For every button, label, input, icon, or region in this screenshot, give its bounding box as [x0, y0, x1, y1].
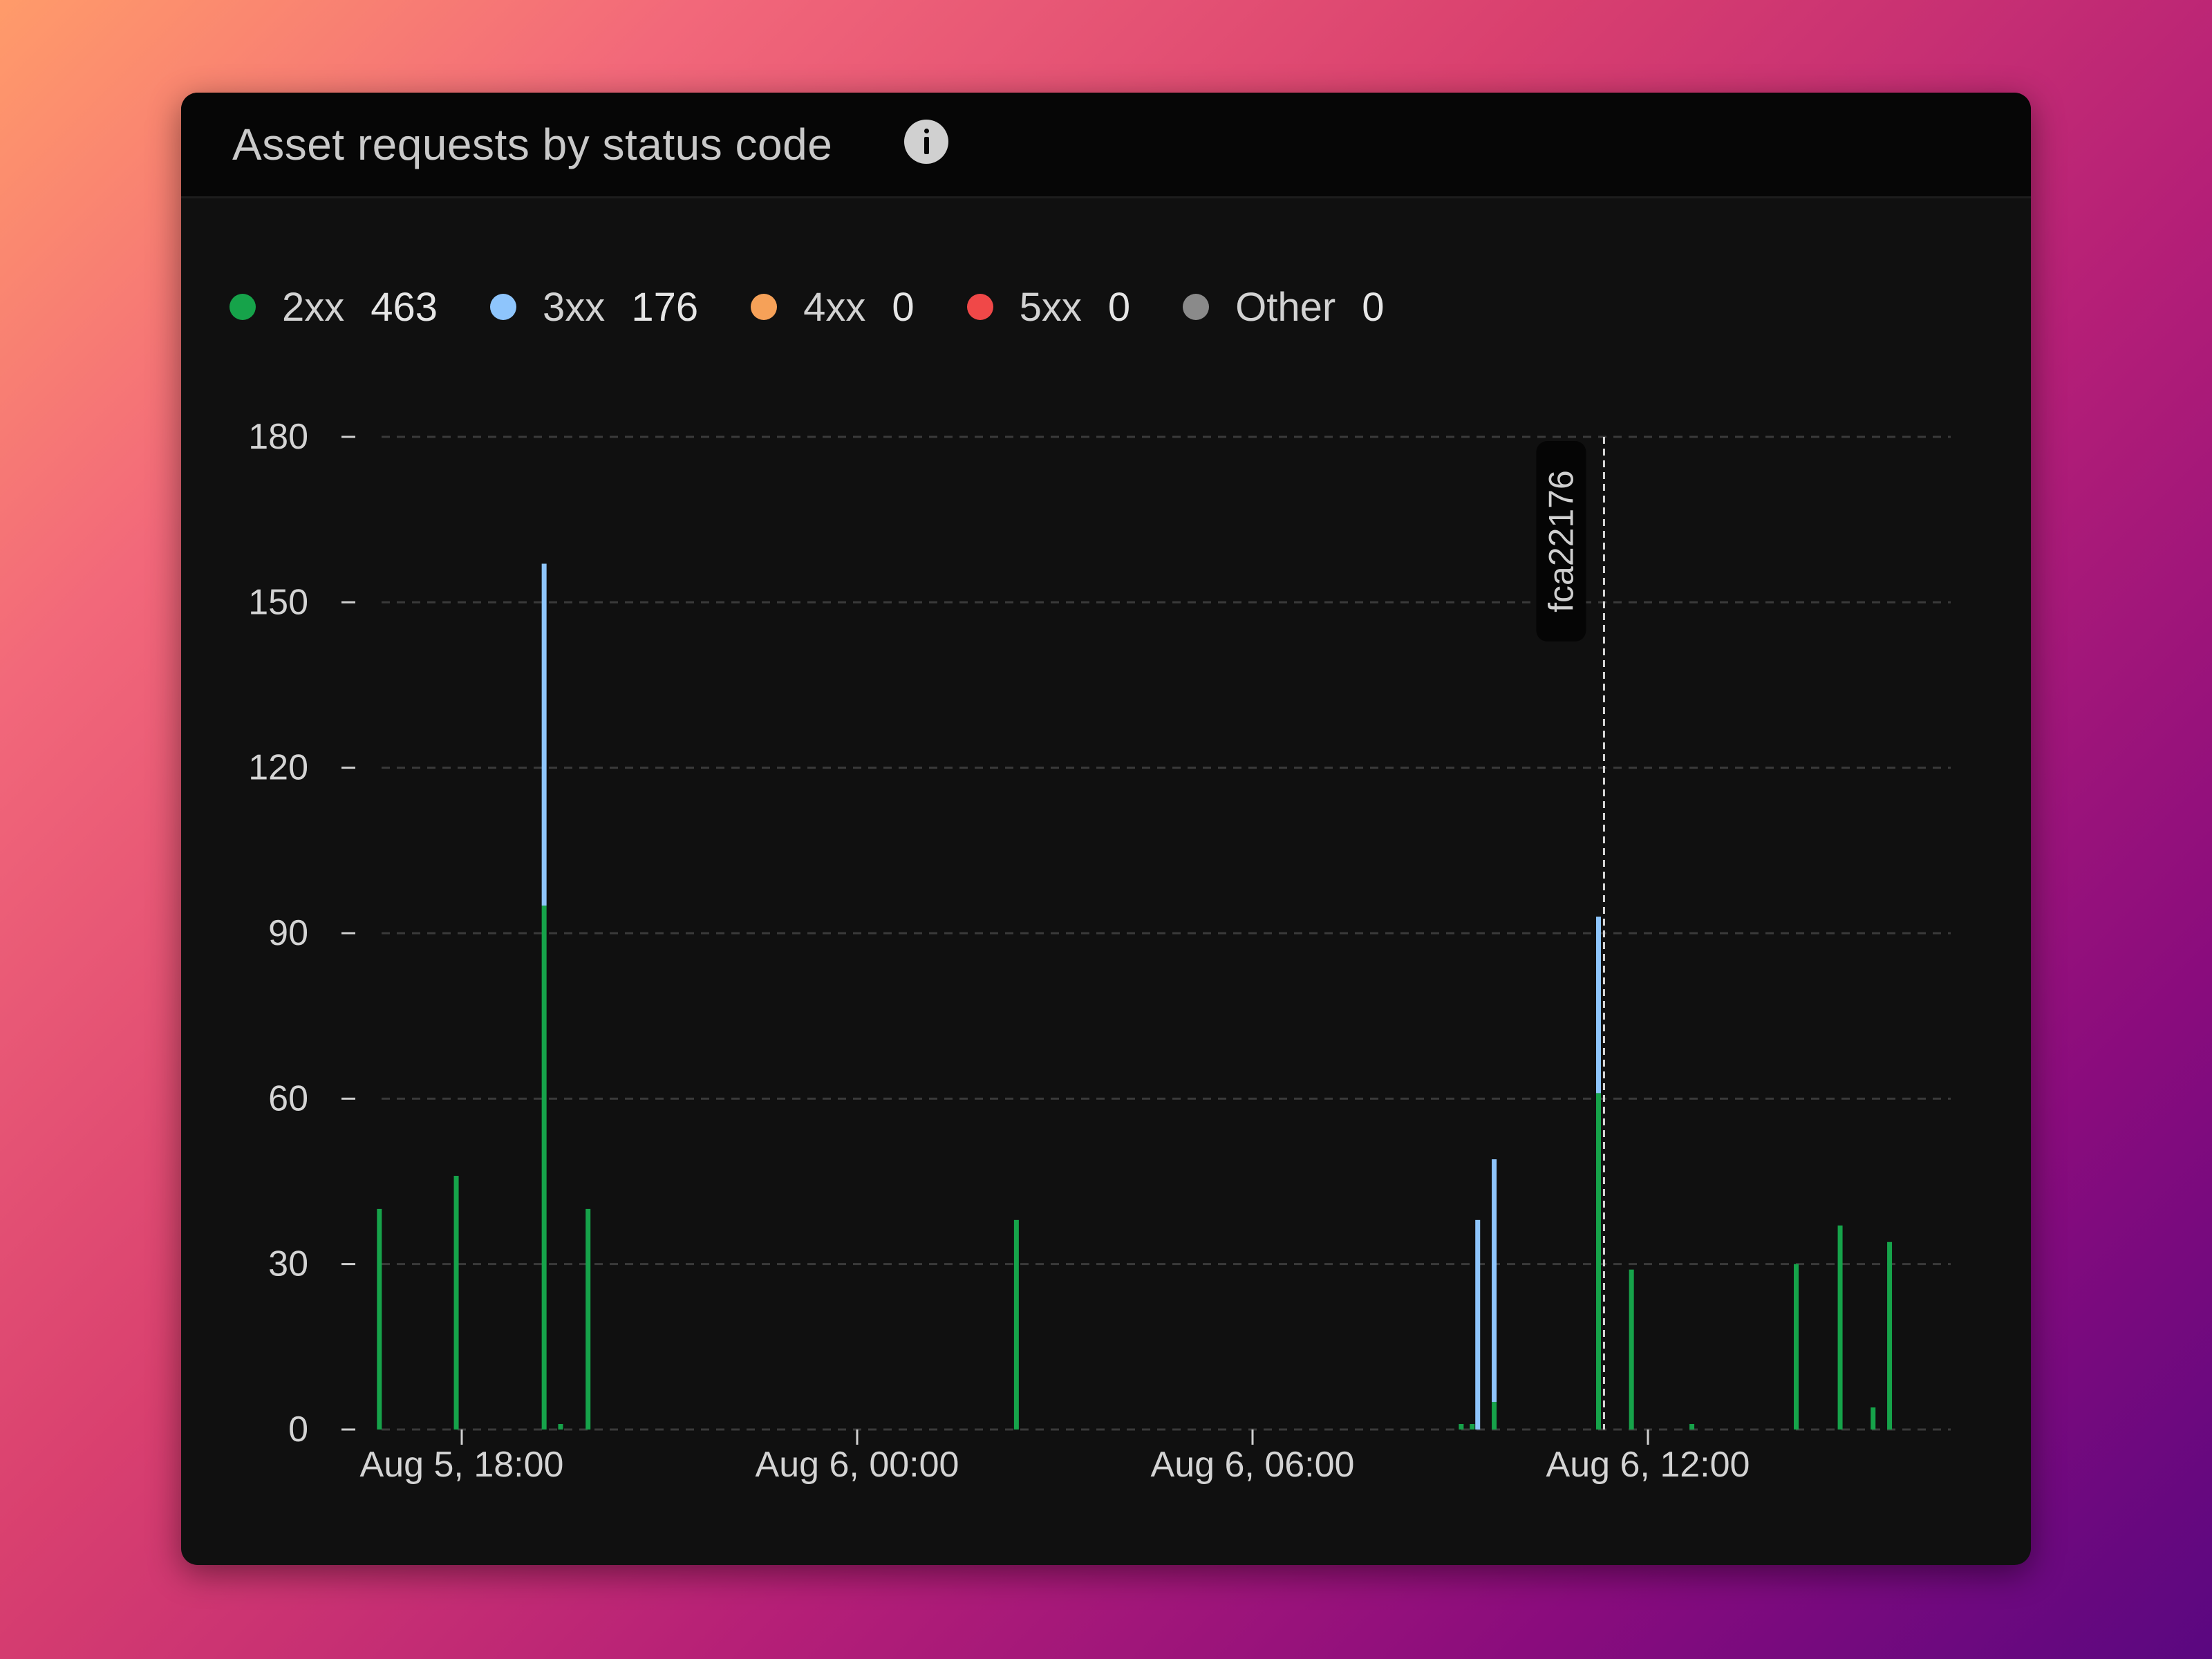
bar-2xx [1013, 1219, 1019, 1430]
legend-item-5xx[interactable]: 5xx 0 [966, 284, 1131, 330]
bar-2xx [377, 1208, 382, 1430]
legend-label: 5xx [1019, 284, 1082, 330]
legend-value: 176 [631, 284, 699, 330]
x-tick-label: Aug 6, 12:00 [1546, 1445, 1750, 1485]
bar-3xx [1596, 917, 1601, 1094]
chart-legend: 2xx 463 3xx 176 4xx 0 5xx 0 Other 0 [229, 279, 1384, 335]
legend-value: 0 [1362, 284, 1385, 330]
bar-2xx [1492, 1402, 1497, 1430]
bar-2xx [1470, 1424, 1475, 1430]
legend-label: 2xx [282, 284, 345, 330]
bar-2xx [558, 1424, 563, 1430]
bar-chart: 0 30 60 90 120 150 180 Aug 5, 18:00 Aug 6, 00:00… [248, 417, 1951, 1485]
x-tick-label: Aug 5, 18:00 [360, 1445, 564, 1485]
y-tick-label: 30 [268, 1244, 308, 1284]
annotation-badge [1536, 441, 1586, 641]
legend-item-other[interactable]: Other 0 [1183, 284, 1384, 330]
legend-label: 4xx [803, 284, 866, 330]
bar-2xx [585, 1208, 591, 1430]
bar-2xx [1837, 1225, 1843, 1430]
bar-2xx [541, 906, 547, 1430]
bar-3xx [1492, 1159, 1497, 1403]
y-tick-label: 120 [248, 748, 308, 788]
y-tick-label: 0 [288, 1409, 308, 1450]
bar-3xx [1475, 1219, 1481, 1430]
bar-2xx [1596, 1093, 1601, 1430]
legend-item-4xx[interactable]: 4xx 0 [751, 284, 915, 330]
info-icon[interactable] [904, 120, 948, 164]
legend-label: Other [1235, 284, 1336, 330]
legend-dot-5xx [966, 294, 993, 320]
bar-2xx [1689, 1424, 1695, 1430]
legend-dot-3xx [490, 294, 517, 320]
legend-dot-other [1183, 294, 1210, 320]
y-tick-label: 90 [268, 913, 308, 953]
bar-3xx [541, 563, 547, 906]
bar-2xx [453, 1176, 459, 1430]
legend-dot-4xx [751, 294, 778, 320]
y-tick-label: 180 [248, 417, 308, 457]
bar-2xx [1871, 1407, 1876, 1430]
legend-value: 463 [371, 284, 438, 330]
bar-2xx [1794, 1264, 1799, 1430]
card-header: Asset requests by status code [181, 93, 2031, 198]
annotation-label: fca22176 [1541, 470, 1580, 612]
legend-label: 3xx [543, 284, 606, 330]
legend-value: 0 [1107, 284, 1131, 330]
card-title: Asset requests by status code [232, 120, 833, 169]
chart-card: Asset requests by status code 2xx 463 3x… [181, 93, 2031, 1565]
bar-2xx [1459, 1424, 1464, 1430]
legend-item-2xx[interactable]: 2xx 463 [229, 284, 438, 330]
legend-item-3xx[interactable]: 3xx 176 [490, 284, 698, 330]
bar-2xx [1887, 1241, 1893, 1430]
x-tick-label: Aug 6, 06:00 [1151, 1445, 1355, 1485]
y-tick-label: 60 [268, 1078, 308, 1118]
x-tick-label: Aug 6, 00:00 [756, 1445, 959, 1485]
legend-dot-2xx [229, 294, 256, 320]
y-tick-label: 150 [248, 582, 308, 622]
bar-2xx [1629, 1269, 1634, 1430]
legend-value: 0 [892, 284, 915, 330]
